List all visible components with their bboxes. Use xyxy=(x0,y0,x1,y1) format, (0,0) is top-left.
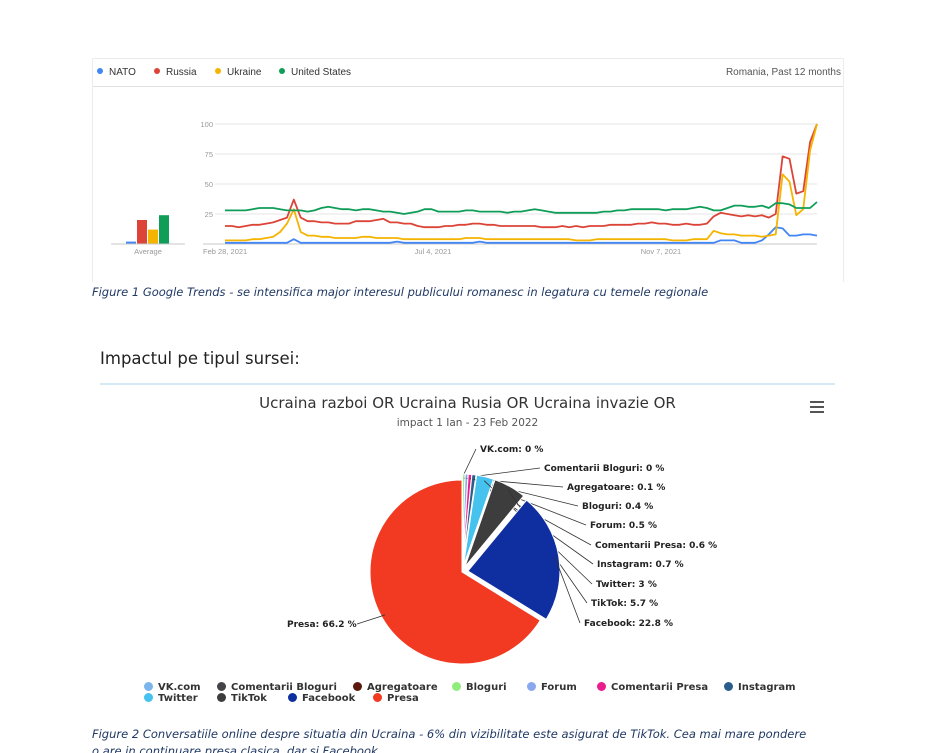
average-bar-ukraine xyxy=(148,229,158,244)
pie-legend-item-vk-com[interactable]: VK.com xyxy=(144,682,201,693)
x-tick-label: Nov 7, 2021 xyxy=(641,247,681,256)
pie-legend-item-bloguri[interactable]: Bloguri xyxy=(452,682,507,693)
legend-label: VK.com xyxy=(158,682,201,693)
legend-label: Ukraine xyxy=(227,67,262,78)
pie-legend-item-tiktok[interactable]: TikTok xyxy=(217,693,267,704)
pie-label-instagram: Instagram: 0.7 % xyxy=(597,560,684,570)
figure-2-caption-line-1: Figure 2 Conversatiile online despre sit… xyxy=(92,727,807,741)
pie-chart: VK.com: 0 %Comentarii Bloguri: 0 % Agrega… xyxy=(287,445,717,665)
average-bar-united-states xyxy=(159,215,169,244)
trends-region-period: Romania, Past 12 months xyxy=(725,67,841,78)
nato-dot-icon xyxy=(97,68,103,74)
figure-1-caption: Figure 1 Google Trends - se intensifica … xyxy=(92,285,709,299)
y-tick-label: 25 xyxy=(205,210,213,219)
series-line-united-states xyxy=(225,201,818,215)
pie-legend-item-forum[interactable]: Forum xyxy=(527,682,577,693)
legend-dot-icon xyxy=(452,682,461,691)
legend-item-russia[interactable]: Russia xyxy=(154,67,197,78)
y-tick-label: 100 xyxy=(200,120,213,129)
pie-legend: VK.com Comentarii Bloguri Agregatoare Blogu… xyxy=(100,682,835,710)
pie-label-comentarii-presa: Comentarii Presa: 0.6 % xyxy=(595,541,717,551)
x-tick-label: Feb 28, 2021 xyxy=(203,247,247,256)
legend-dot-icon xyxy=(217,693,226,702)
pie-label-bloguri: Bloguri: 0.4 % xyxy=(582,502,653,512)
series-line-nato xyxy=(225,226,818,244)
pie-legend-item-comentarii-bloguri[interactable]: Comentarii Bloguri xyxy=(217,682,337,693)
legend-item-nato[interactable]: NATO xyxy=(97,67,136,78)
pie-legend-item-instagram[interactable]: Instagram xyxy=(724,682,796,693)
pie-chart-title: Ucraina razboi OR Ucraina Rusia OR Ucrai… xyxy=(259,394,676,412)
legend-label: Agregatoare xyxy=(367,682,438,693)
pie-slice-facebook xyxy=(467,499,561,621)
pie-label-comentarii-bloguri: Comentarii Bloguri: 0 % xyxy=(544,464,664,474)
pie-label-vk-com: VK.com: 0 % xyxy=(480,445,543,455)
x-tick-label: Jul 4, 2021 xyxy=(415,247,452,256)
pie-label-tiktok: TikTok: 5.7 % xyxy=(591,599,658,609)
legend-dot-icon xyxy=(288,693,297,702)
legend-label: Comentarii Presa xyxy=(611,682,709,693)
legend-label: Comentarii Bloguri xyxy=(231,682,337,693)
figure-2-caption-line-2: o are in continuare presa clasica, dar s… xyxy=(92,744,382,753)
legend-dot-icon xyxy=(527,682,536,691)
series-line-ukraine xyxy=(225,123,818,242)
pie-label-facebook: Facebook: 22.8 % xyxy=(584,619,673,629)
legend-label: Instagram xyxy=(738,682,796,693)
pie-label-presa: Presa: 66.2 % xyxy=(287,620,357,630)
legend-label: Forum xyxy=(541,682,577,693)
pie-slice-instagram xyxy=(462,473,477,567)
legend-item-ukraine[interactable]: Ukraine xyxy=(215,67,261,78)
ukraine-dot-icon xyxy=(215,68,221,74)
google-trends-chart: NATO Russia Ukraine United States Romani… xyxy=(92,58,844,282)
legend-label: Presa xyxy=(387,693,419,704)
trends-legend: NATO Russia Ukraine United States Romani… xyxy=(93,59,843,87)
legend-label: Twitter xyxy=(158,693,198,704)
legend-dot-icon xyxy=(217,682,226,691)
legend-label: United States xyxy=(291,67,352,78)
y-tick-label: 75 xyxy=(205,150,213,159)
pie-chart-subtitle: impact 1 Ian - 23 Feb 2022 xyxy=(396,417,539,429)
pie-slice-presa xyxy=(369,479,541,665)
russia-dot-icon xyxy=(154,68,160,74)
legend-label: Bloguri xyxy=(466,682,507,693)
chart-menu-icon[interactable] xyxy=(810,401,824,413)
legend-dot-icon xyxy=(724,682,733,691)
legend-label: Facebook xyxy=(302,693,356,704)
pie-connector-presa xyxy=(356,614,386,625)
legend-label: Russia xyxy=(166,67,197,78)
trends-plot: 25 50 75 100 Feb 28, 2021 Jul 4, 2021 Nov 7, 2… xyxy=(111,120,818,256)
united-states-dot-icon xyxy=(279,68,285,74)
average-bar-nato xyxy=(126,241,136,244)
y-tick-label: 50 xyxy=(205,180,213,189)
pie-legend-item-presa[interactable]: Presa xyxy=(373,693,419,704)
legend-dot-icon xyxy=(353,682,362,691)
legend-label: NATO xyxy=(109,67,136,78)
legend-dot-icon xyxy=(144,693,153,702)
pie-legend-item-agregatoare[interactable]: Agregatoare xyxy=(353,682,438,693)
section-heading: Impactul pe tipul sursei: xyxy=(100,349,300,368)
pie-label-agregatoare: Agregatoare: 0.1 % xyxy=(567,483,665,493)
legend-dot-icon xyxy=(597,682,606,691)
legend-label: TikTok xyxy=(231,693,267,704)
pie-label-forum: Forum: 0.5 % xyxy=(590,521,657,531)
legend-item-united-states[interactable]: United States xyxy=(279,67,351,78)
legend-dot-icon xyxy=(144,682,153,691)
series-line-russia xyxy=(225,123,818,229)
pie-slice-twitter xyxy=(462,474,495,567)
pie-connector-vk-com xyxy=(461,448,477,479)
average-label: Average xyxy=(134,247,162,256)
pie-label-twitter: Twitter: 3 % xyxy=(596,580,657,590)
legend-dot-icon xyxy=(373,693,382,702)
pie-legend-item-facebook[interactable]: Facebook xyxy=(288,693,355,704)
pie-connector-facebook xyxy=(554,556,581,624)
pie-legend-item-twitter[interactable]: Twitter xyxy=(144,693,198,704)
pie-chart-container: VK.com: 0 % Comentarii Bloguri: 0 % Agrega… xyxy=(100,383,835,708)
pie-legend-item-comentarii-presa[interactable]: Comentarii Presa xyxy=(597,682,708,693)
average-bar-russia xyxy=(137,220,147,244)
pie-slice-tiktok xyxy=(464,479,525,568)
